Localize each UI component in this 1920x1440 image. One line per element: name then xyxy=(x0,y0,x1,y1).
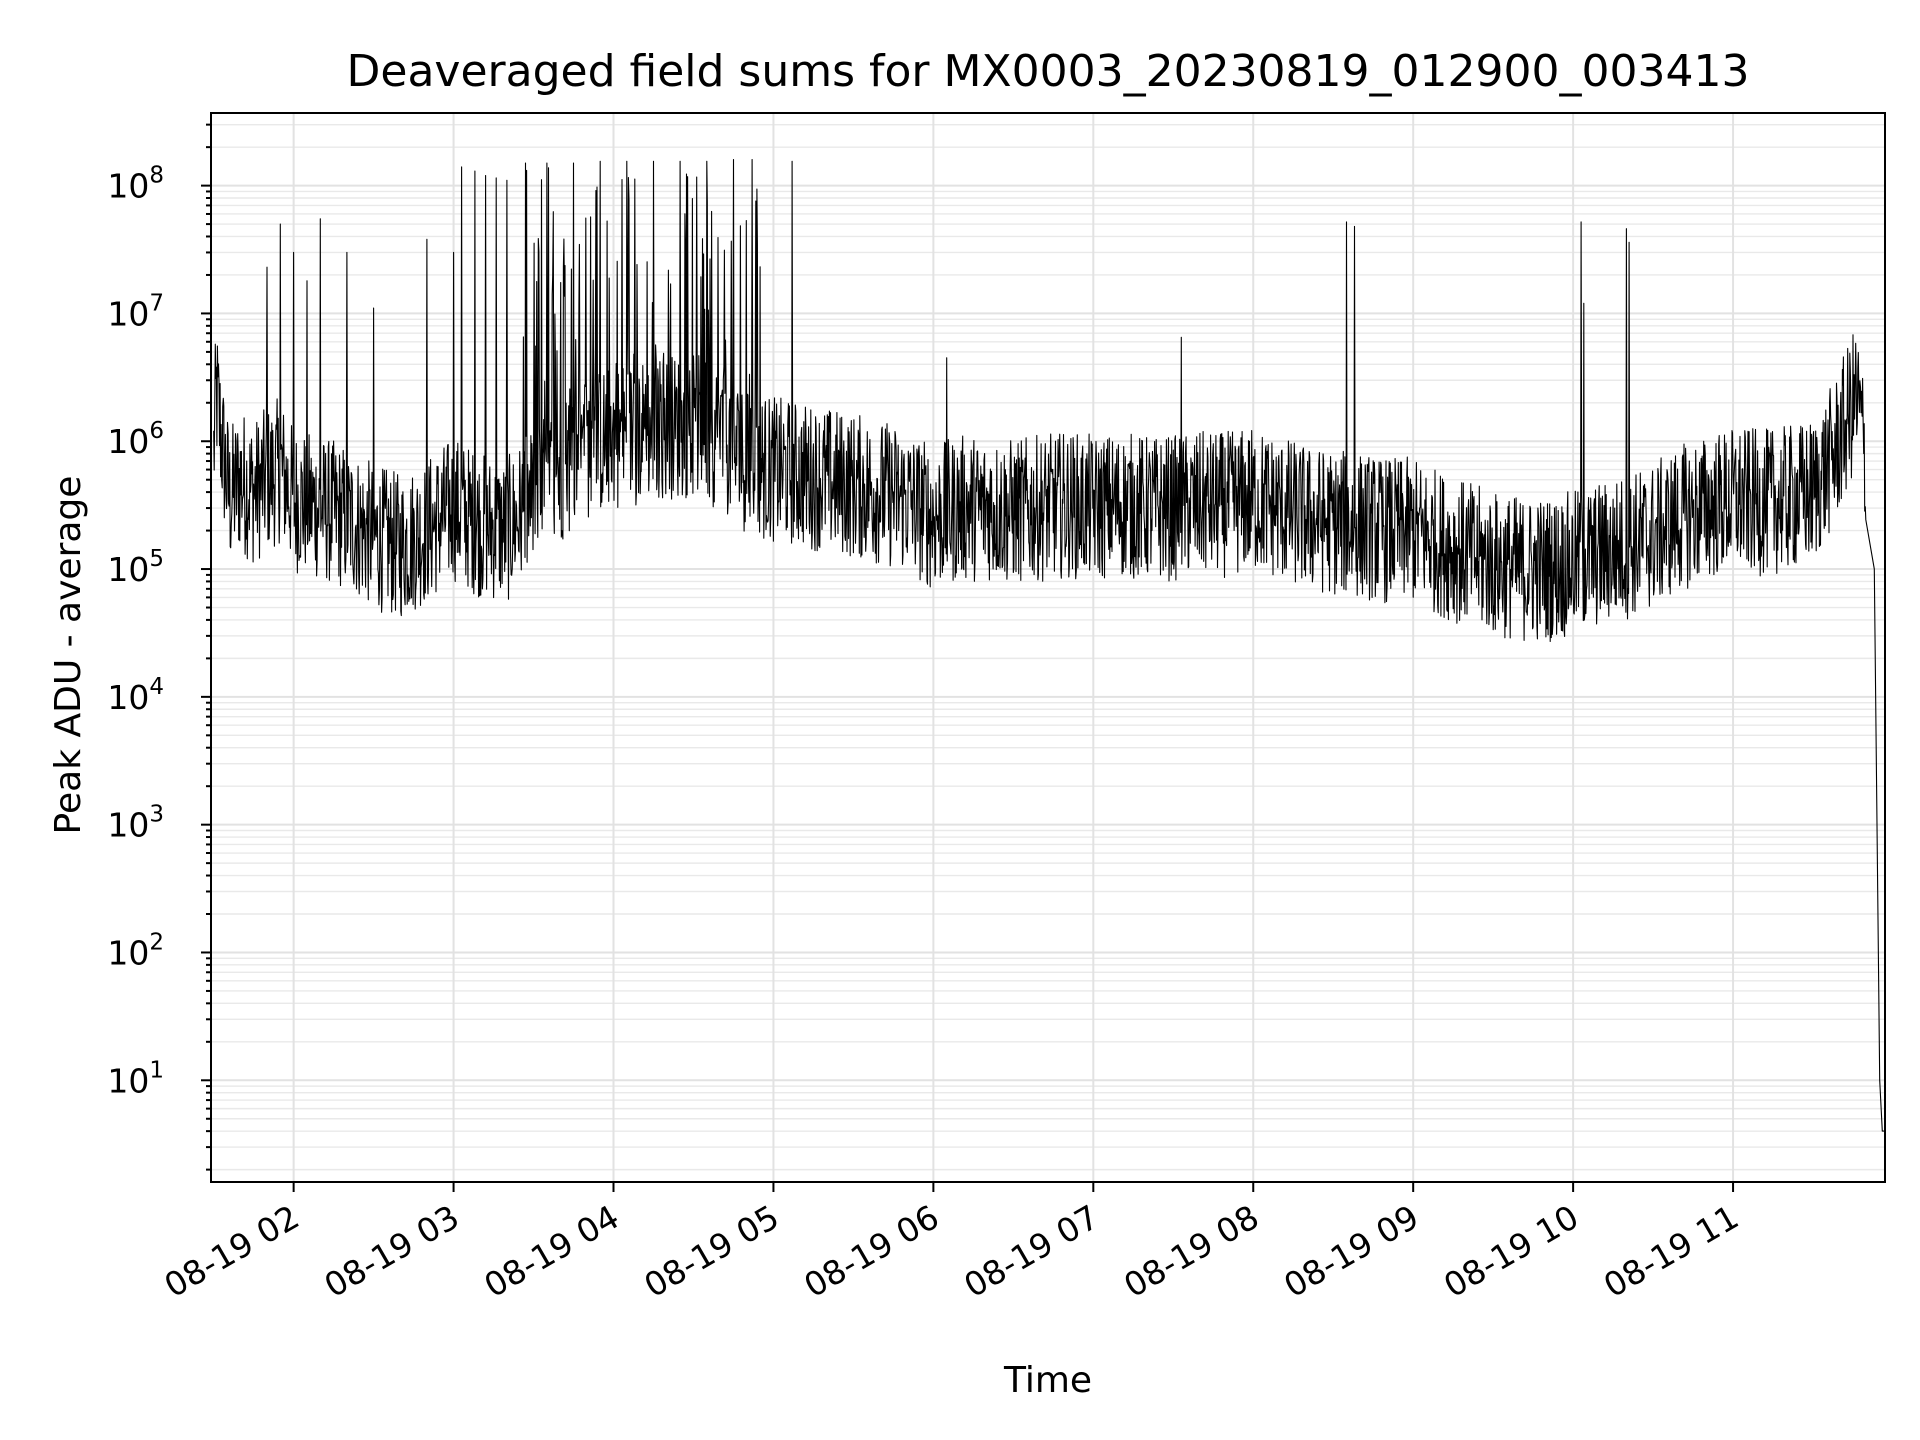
y-tick-base: 10 xyxy=(107,422,149,461)
y-tick-base: 10 xyxy=(107,678,149,717)
y-tick-label: 106 xyxy=(107,418,164,461)
y-tick-base: 10 xyxy=(107,550,149,589)
y-tick-label: 108 xyxy=(107,163,164,206)
y-tick-exponent: 8 xyxy=(149,163,164,189)
y-tick-exponent: 4 xyxy=(149,674,164,700)
x-axis-label: Time xyxy=(1003,1360,1092,1401)
y-tick-label: 103 xyxy=(107,802,164,845)
y-tick-base: 10 xyxy=(107,1061,149,1100)
y-tick-base: 10 xyxy=(107,294,149,333)
grid xyxy=(211,113,1885,1182)
y-tick-exponent: 6 xyxy=(149,418,164,444)
y-tick-exponent: 5 xyxy=(149,546,164,572)
y-tick-label: 105 xyxy=(107,546,164,589)
series-line xyxy=(213,158,1885,1132)
y-tick-label: 104 xyxy=(107,674,164,717)
plot-frame xyxy=(210,112,1886,1183)
y-tick-label: 107 xyxy=(107,290,164,333)
y-tick-base: 10 xyxy=(107,167,149,206)
chart-title: Deaveraged field sums for MX0003_2023081… xyxy=(347,46,1750,97)
y-tick-exponent: 3 xyxy=(149,802,164,828)
y-tick-exponent: 2 xyxy=(149,929,164,955)
y-tick-base: 10 xyxy=(107,806,149,845)
y-tick-label: 102 xyxy=(107,929,164,972)
y-tick-exponent: 7 xyxy=(149,290,164,316)
series-layer xyxy=(213,158,1885,1132)
y-axis-label: Peak ADU - average xyxy=(48,476,89,835)
y-tick-label: 101 xyxy=(107,1057,164,1100)
y-tick-exponent: 1 xyxy=(149,1057,164,1083)
y-tick-base: 10 xyxy=(107,933,149,972)
